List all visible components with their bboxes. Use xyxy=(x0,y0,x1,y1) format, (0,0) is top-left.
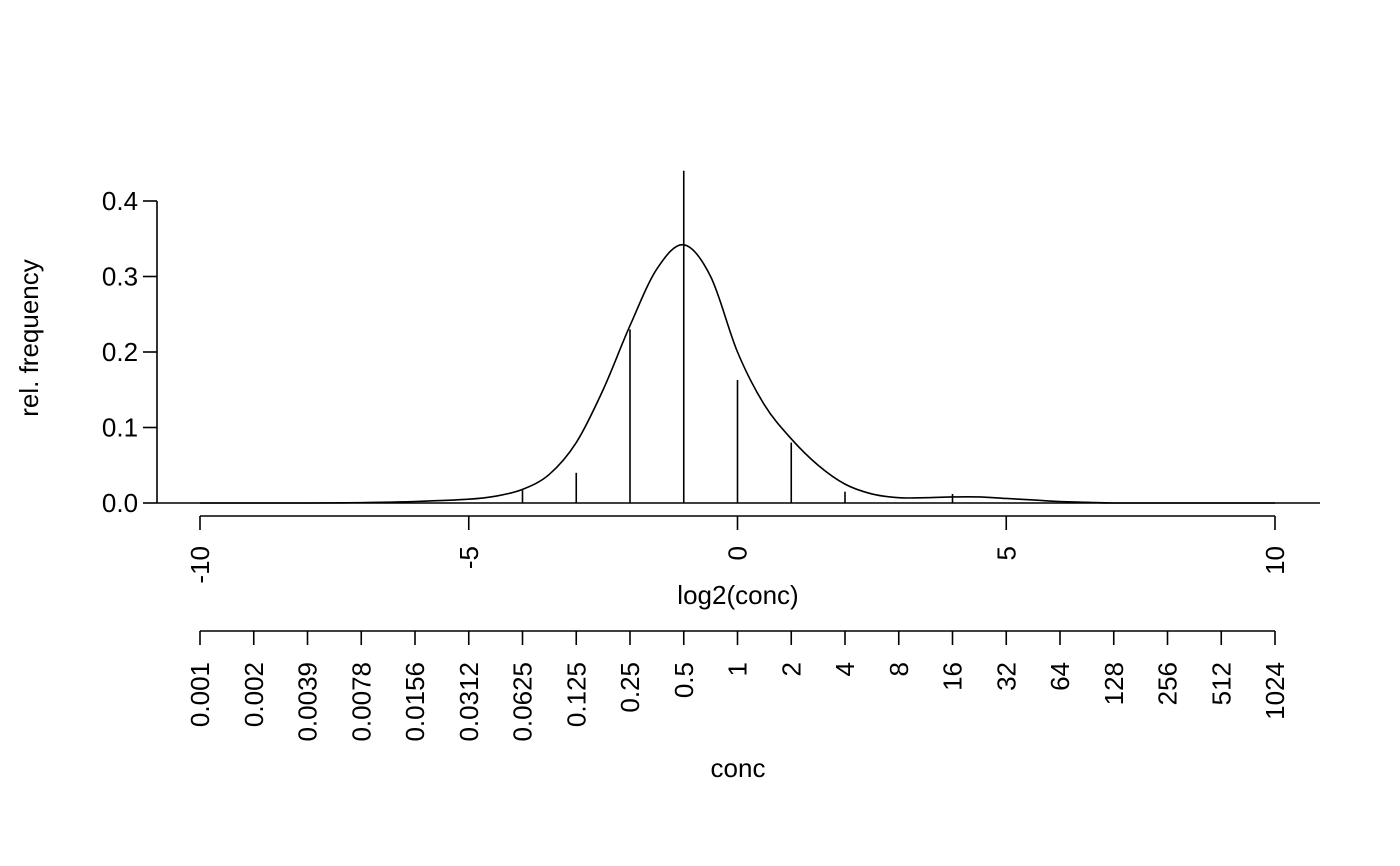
log2-x-axis: -10 -5 0 5 10 xyxy=(185,515,1290,584)
conc-tick-label: 1024 xyxy=(1260,662,1290,720)
x-tick-label: -5 xyxy=(454,546,484,569)
conc-tick-label: 0.0078 xyxy=(346,662,376,742)
y-axis-label: rel. frequency xyxy=(14,259,44,417)
conc-tick-label: 64 xyxy=(1045,662,1075,691)
density-curve xyxy=(200,243,1275,504)
conc-tick-label: 0.25 xyxy=(615,662,645,713)
conc-tick-label: 0.0039 xyxy=(293,662,323,742)
x-tick-label: 10 xyxy=(1260,546,1290,575)
y-tick-label: 0.1 xyxy=(102,413,138,443)
conc-tick-label: 0.0625 xyxy=(508,662,538,742)
y-tick-label: 0.4 xyxy=(102,186,138,216)
frequency-spikes xyxy=(521,170,954,503)
conc-x-axis: 0.001 0.002 0.0039 0.0078 0.0156 0.0312 0.0625… xyxy=(185,630,1290,742)
conc-tick-label: 8 xyxy=(884,662,914,676)
y-tick-label: 0.0 xyxy=(102,488,138,518)
x-axis-label: log2(conc) xyxy=(677,580,798,610)
x-tick-label: 5 xyxy=(991,546,1021,560)
conc-tick-label: 0.0312 xyxy=(454,662,484,742)
x-tick-label: 0 xyxy=(723,546,753,560)
x-tick-label: -10 xyxy=(185,546,215,584)
conc-tick-label: 1 xyxy=(723,662,753,676)
y-tick-label: 0.2 xyxy=(102,337,138,367)
conc-axis-label: conc xyxy=(711,753,766,783)
conc-tick-label: 32 xyxy=(991,662,1021,691)
conc-tick-label: 4 xyxy=(830,662,860,676)
conc-tick-label: 0.125 xyxy=(561,662,591,727)
y-axis: 0.0 0.1 0.2 0.3 0.4 xyxy=(102,186,1320,518)
conc-tick-label: 0.001 xyxy=(185,662,215,727)
conc-tick-label: 512 xyxy=(1206,662,1236,705)
conc-tick-label: 2 xyxy=(776,662,806,676)
conc-tick-label: 256 xyxy=(1153,662,1183,705)
density-curve-group xyxy=(200,243,1275,504)
conc-tick-label: 128 xyxy=(1099,662,1129,705)
conc-tick-label: 0.0156 xyxy=(400,662,430,742)
conc-tick-label: 16 xyxy=(938,662,968,691)
conc-tick-label: 0.5 xyxy=(669,662,699,698)
conc-tick-label: 0.002 xyxy=(239,662,269,727)
y-tick-label: 0.3 xyxy=(102,262,138,292)
